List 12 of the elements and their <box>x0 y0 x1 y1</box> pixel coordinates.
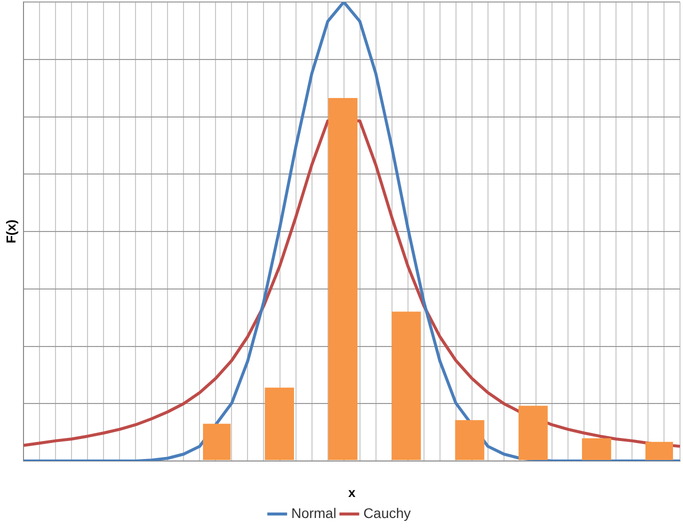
legend-label: Normal <box>291 504 336 521</box>
bar <box>518 406 548 460</box>
bar <box>645 442 673 460</box>
bar <box>455 420 484 460</box>
legend-label: Cauchy <box>363 504 411 521</box>
bar <box>203 424 231 460</box>
bar <box>264 388 294 460</box>
bar <box>328 98 358 460</box>
bar <box>392 312 421 460</box>
bar <box>582 438 612 460</box>
y-axis-title: F(x) <box>3 220 18 244</box>
x-axis-title: x <box>348 484 356 500</box>
